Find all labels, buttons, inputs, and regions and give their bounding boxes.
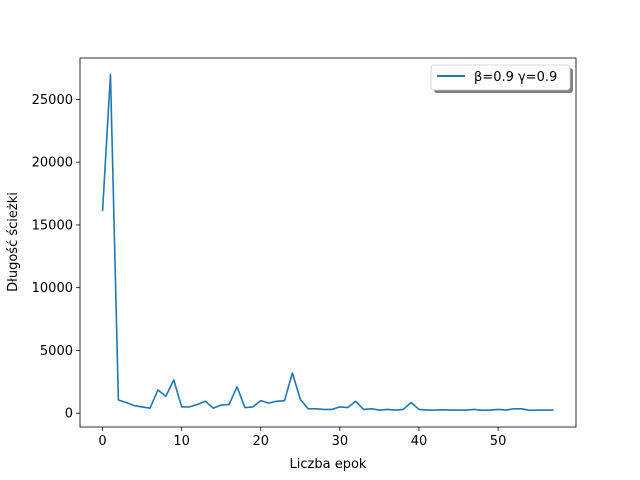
x-tick-label: 30: [332, 434, 349, 449]
x-tick-label: 20: [252, 434, 269, 449]
x-tick-label: 40: [411, 434, 428, 449]
x-tick-label: 0: [98, 434, 106, 449]
y-tick-label: 10000: [32, 281, 73, 296]
legend-box: [430, 64, 571, 91]
x-axis-ticks: 0 10 20 30 40 50: [98, 427, 506, 449]
series-layer: [101, 73, 554, 412]
series-line: [101, 73, 554, 412]
x-tick-label: 50: [490, 434, 507, 449]
plot-area: [80, 58, 576, 427]
y-tick-label: 15000: [32, 218, 73, 233]
x-axis-label: Liczba epok: [290, 457, 367, 472]
x-tick-label: 10: [173, 434, 190, 449]
legend-label: β=0.9 γ=0.9: [474, 70, 557, 85]
y-axis-ticks: 0 5000 10000 15000 20000 25000: [32, 93, 80, 422]
plot-frame: [79, 57, 577, 428]
y-tick-label: 20000: [32, 156, 73, 171]
y-axis-label: Długość ścieżki: [6, 192, 21, 292]
y-tick-label: 0: [65, 407, 73, 422]
y-tick-label: 25000: [32, 93, 73, 108]
legend: β=0.9 γ=0.9: [430, 64, 573, 93]
y-tick-label: 5000: [40, 344, 73, 359]
